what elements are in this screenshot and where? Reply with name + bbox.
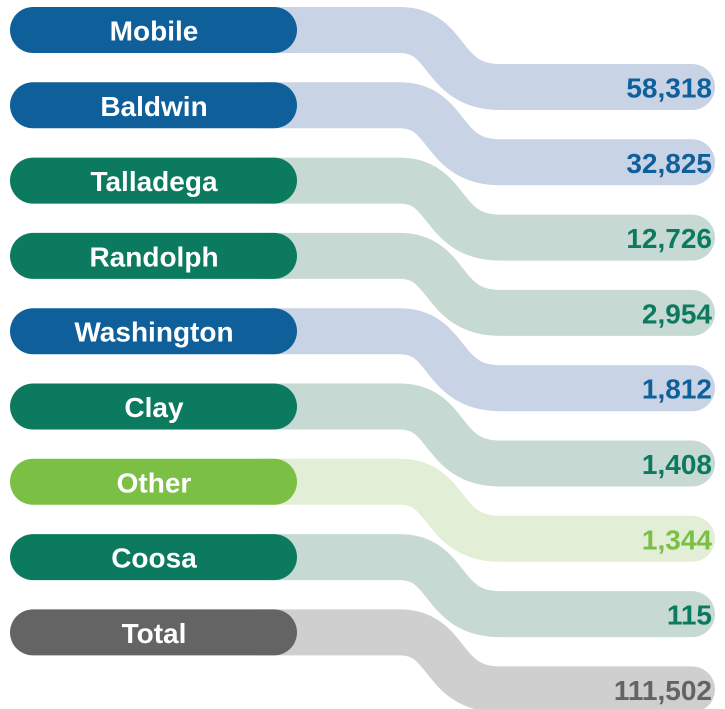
row-value: 1,408 <box>642 449 712 480</box>
row-value: 111,502 <box>614 675 712 706</box>
ribbon <box>237 6 715 110</box>
ribbon <box>237 383 715 487</box>
row-label: Washington <box>74 317 233 348</box>
ribbon <box>237 232 715 336</box>
row-label: Baldwin <box>100 91 207 122</box>
row-label: Clay <box>124 392 184 423</box>
pill <box>10 7 297 53</box>
row-value: 1,812 <box>642 374 712 405</box>
row-value: 12,726 <box>626 223 712 254</box>
pill <box>10 232 297 279</box>
pill <box>10 383 297 430</box>
row-value: 2,954 <box>642 298 712 329</box>
row-value: 58,318 <box>626 73 712 104</box>
ribbon <box>237 157 715 261</box>
pill <box>10 157 297 204</box>
pill <box>10 308 297 355</box>
pill <box>10 534 297 581</box>
ribbon <box>237 82 715 186</box>
values: 58,318 32,825 12,726 2,954 1,812 1,408 1,344 11… <box>614 73 713 706</box>
ribbon <box>237 458 715 562</box>
row-value: 115 <box>667 600 712 631</box>
row-label: Other <box>117 467 192 498</box>
ribbons <box>237 6 715 709</box>
row-value: 1,344 <box>642 524 712 555</box>
pill <box>10 82 297 129</box>
ribbon <box>237 308 715 412</box>
ribbon <box>237 534 715 638</box>
row-label: Coosa <box>111 543 197 574</box>
row-label: Randolph <box>89 241 218 272</box>
ribbon <box>237 609 715 709</box>
pill <box>10 458 297 505</box>
row-label: Mobile <box>110 16 199 47</box>
pills: Mobile Baldwin Talladega Randolph Washington… <box>10 7 297 656</box>
pill <box>10 609 297 656</box>
row-label: Talladega <box>90 166 218 197</box>
row-label: Total <box>122 618 187 649</box>
row-value: 32,825 <box>626 148 712 179</box>
